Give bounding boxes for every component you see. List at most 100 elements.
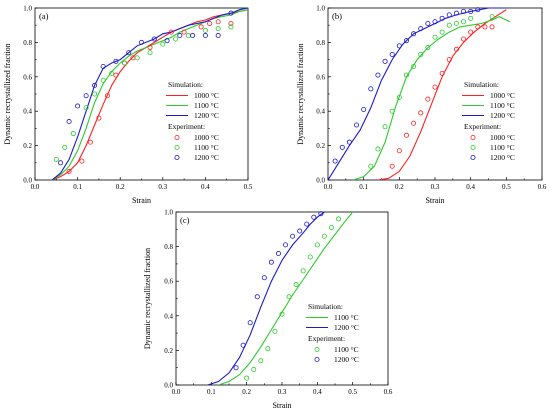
experiment-point-1100c bbox=[432, 34, 438, 40]
experiment-point-1100c bbox=[83, 105, 89, 111]
experiment-point-1200c bbox=[446, 12, 452, 18]
x-tick-label: 0.0 bbox=[324, 183, 333, 191]
legend-title-simulation: Simulation: bbox=[308, 302, 343, 311]
experiment-point-1200c bbox=[311, 214, 317, 220]
experiment-point-1100c bbox=[251, 366, 257, 372]
experiment-point-1000c bbox=[79, 158, 85, 164]
experiment-point-1000c bbox=[411, 120, 417, 126]
experiment-point-1200c bbox=[190, 33, 196, 39]
experiment-point-1000c bbox=[228, 20, 234, 26]
x-tick-label: 0.0 bbox=[172, 388, 181, 396]
experiment-point-1200c bbox=[177, 33, 183, 39]
experiment-point-1100c bbox=[272, 328, 278, 334]
y-tick-label: 0.2 bbox=[23, 142, 32, 150]
experiment-point-1000c bbox=[215, 19, 221, 25]
y-axis-label: Dynamic recrystallized fraction bbox=[143, 248, 152, 349]
x-axis-label: Strain bbox=[272, 401, 291, 410]
experiment-point-1200c bbox=[354, 122, 360, 128]
experiment-point-1000c bbox=[181, 29, 187, 35]
legend-marker-1100c bbox=[470, 144, 476, 150]
experiment-point-1100c bbox=[293, 282, 299, 288]
legend-label-sim-1200c: 1200 °C bbox=[194, 111, 219, 120]
experiment-point-1200c bbox=[58, 160, 64, 166]
x-tick-label: 0.2 bbox=[395, 183, 404, 191]
experiment-point-1100c bbox=[279, 311, 285, 317]
x-tick-label: 0.6 bbox=[538, 183, 547, 191]
experiment-point-1000c bbox=[418, 110, 424, 116]
experiment-point-1200c bbox=[453, 10, 459, 16]
plot-data bbox=[328, 7, 511, 180]
legend-marker-1000c bbox=[470, 134, 476, 140]
y-tick-label: 0.0 bbox=[316, 177, 325, 185]
experiment-point-1000c bbox=[389, 163, 395, 169]
experiment-point-1200c bbox=[439, 15, 445, 21]
experiment-point-1000c bbox=[461, 36, 467, 42]
experiment-point-1100c bbox=[396, 94, 402, 100]
y-axis-label: Dynamic recrystallized fraction bbox=[3, 43, 12, 144]
experiment-point-1200c bbox=[368, 86, 374, 92]
simulation-line-1100c bbox=[218, 211, 354, 385]
legend-title-experiment: Experiment: bbox=[308, 334, 345, 343]
plot-data bbox=[207, 211, 354, 385]
experiment-point-1100c bbox=[258, 358, 264, 364]
experiment-point-1100c bbox=[411, 63, 417, 69]
panel-label: (c) bbox=[180, 215, 190, 225]
legend-label-sim-1000c: 1000 °C bbox=[194, 91, 219, 100]
y-tick-label: 1.0 bbox=[316, 5, 325, 13]
chart-panel-1: 0.0 0.1 0.2 0.3 0.4 0.5 0.0 0.2 0.4 0.6 0.8 1.0 Stra… bbox=[3, 5, 253, 206]
y-tick-label: 0.6 bbox=[23, 73, 32, 81]
y-tick-label: 0.8 bbox=[164, 243, 173, 251]
experiment-point-1200c bbox=[66, 119, 72, 125]
experiment-point-1200c bbox=[254, 294, 260, 300]
experiment-point-1100c bbox=[265, 346, 271, 352]
x-tick-label: 0.4 bbox=[201, 183, 210, 191]
experiment-point-1200c bbox=[268, 259, 274, 265]
experiment-point-1200c bbox=[138, 39, 144, 45]
legend-marker-1000c bbox=[174, 134, 180, 140]
experiment-point-1100c bbox=[307, 254, 313, 260]
experiment-point-1000c bbox=[66, 168, 72, 174]
experiment-point-1000c bbox=[475, 24, 481, 30]
experiment-point-1100c bbox=[62, 144, 68, 150]
experiment-point-1200c bbox=[151, 36, 157, 42]
legend-label-exp-1000c: 1000 °C bbox=[194, 133, 219, 142]
experiment-point-1100c bbox=[446, 22, 452, 28]
experiment-point-1000c bbox=[147, 45, 153, 51]
experiment-point-1200c bbox=[126, 50, 132, 56]
experiment-point-1100c bbox=[314, 242, 320, 248]
experiment-point-1100c bbox=[100, 77, 106, 83]
experiment-point-1100c bbox=[489, 14, 495, 20]
experiment-point-1200c bbox=[228, 10, 234, 16]
y-tick-label: 0.6 bbox=[164, 278, 173, 286]
experiment-point-1100c bbox=[375, 146, 381, 152]
experiment-point-1100c bbox=[92, 91, 98, 97]
experiment-point-1100c bbox=[461, 19, 467, 25]
experiment-point-1200c bbox=[396, 43, 402, 49]
y-tick-label: 0.6 bbox=[316, 73, 325, 81]
experiment-point-1000c bbox=[207, 20, 213, 26]
experiment-point-1000c bbox=[446, 57, 452, 63]
y-tick-label: 1.0 bbox=[164, 209, 173, 217]
y-tick-label: 0.2 bbox=[164, 347, 173, 355]
experiment-point-1200c bbox=[240, 342, 246, 348]
experiment-point-1200c bbox=[475, 7, 481, 13]
experiment-point-1100c bbox=[453, 20, 459, 26]
experiment-point-1200c bbox=[375, 72, 381, 78]
legend-label-sim-1100c: 1100 °C bbox=[334, 313, 359, 322]
legend-title-experiment: Experiment: bbox=[168, 122, 205, 131]
y-axis-label: Dynamic recrystallized fraction bbox=[296, 43, 305, 144]
experiment-point-1000c bbox=[489, 24, 495, 30]
legend-label-sim-1200c: 1200 °C bbox=[490, 111, 515, 120]
experiment-point-1000c bbox=[403, 132, 409, 138]
x-tick-label: 0.2 bbox=[242, 388, 251, 396]
experiment-point-1100c bbox=[121, 60, 127, 66]
experiment-point-1200c bbox=[92, 82, 98, 88]
experiment-point-1100c bbox=[173, 36, 179, 42]
legend-label-sim-1100c: 1100 °C bbox=[194, 101, 219, 110]
experiment-point-1100c bbox=[425, 45, 431, 51]
legend-label-exp-1000c: 1000 °C bbox=[490, 133, 515, 142]
experiment-point-1200c bbox=[389, 51, 395, 57]
